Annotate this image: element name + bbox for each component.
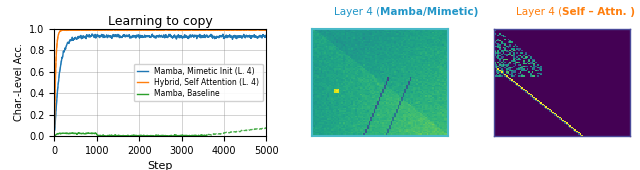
Hybrid, Self Attention (L. 4) xyxy=(90,29,98,31)
Hybrid, Self Attention (L. 4) xyxy=(267,29,275,31)
Hybrid, Self Attention (L. 4) xyxy=(86,29,94,31)
Mamba, Mimetic Init (L. 4) xyxy=(86,35,94,37)
Mamba, Baseline xyxy=(97,135,105,137)
Mamba, Mimetic Init (L. 4) xyxy=(163,36,171,38)
Legend: Mamba, Mimetic Init (L. 4), Hybrid, Self Attention (L. 4), Mamba, Baseline: Mamba, Mimetic Init (L. 4), Hybrid, Self… xyxy=(134,64,262,101)
X-axis label: Step: Step xyxy=(148,161,173,170)
Hybrid, Self Attention (L. 4) xyxy=(163,29,171,31)
Line: Mamba, Baseline: Mamba, Baseline xyxy=(54,133,207,136)
Mamba, Baseline xyxy=(131,134,139,137)
Mamba, Mimetic Init (L. 4) xyxy=(88,33,96,35)
Mamba, Baseline xyxy=(102,135,110,137)
Mamba, Mimetic Init (L. 4) xyxy=(267,36,275,38)
Mamba, Baseline xyxy=(51,134,58,137)
Line: Hybrid, Self Attention (L. 4): Hybrid, Self Attention (L. 4) xyxy=(54,29,271,127)
Mamba, Mimetic Init (L. 4) xyxy=(152,36,159,38)
Hybrid, Self Attention (L. 4) xyxy=(151,29,159,31)
Text: Self – Attn. ): Self – Attn. ) xyxy=(562,7,635,17)
Text: Mamba/Mimetic): Mamba/Mimetic) xyxy=(380,7,478,17)
Mamba, Baseline xyxy=(203,134,211,136)
Hybrid, Self Attention (L. 4) xyxy=(186,28,194,30)
Mamba, Mimetic Init (L. 4) xyxy=(90,36,98,38)
Text: Layer 4 (: Layer 4 ( xyxy=(516,7,562,17)
Mamba, Baseline xyxy=(134,135,142,137)
Mamba, Baseline xyxy=(71,132,79,134)
Mamba, Mimetic Init (L. 4) xyxy=(223,36,231,38)
Mamba, Mimetic Init (L. 4) xyxy=(173,37,180,39)
Text: Layer 4 (: Layer 4 ( xyxy=(334,7,380,17)
Hybrid, Self Attention (L. 4) xyxy=(223,29,231,31)
Mamba, Baseline xyxy=(75,132,83,134)
Title: Learning to copy: Learning to copy xyxy=(108,15,212,28)
Mamba, Baseline xyxy=(76,132,84,134)
Hybrid, Self Attention (L. 4) xyxy=(173,29,180,31)
Mamba, Baseline xyxy=(117,135,125,137)
Hybrid, Self Attention (L. 4) xyxy=(51,126,58,128)
Mamba, Mimetic Init (L. 4) xyxy=(51,130,58,132)
Y-axis label: Char.-Level Acc.: Char.-Level Acc. xyxy=(13,44,24,121)
Line: Mamba, Mimetic Init (L. 4): Mamba, Mimetic Init (L. 4) xyxy=(54,34,271,131)
